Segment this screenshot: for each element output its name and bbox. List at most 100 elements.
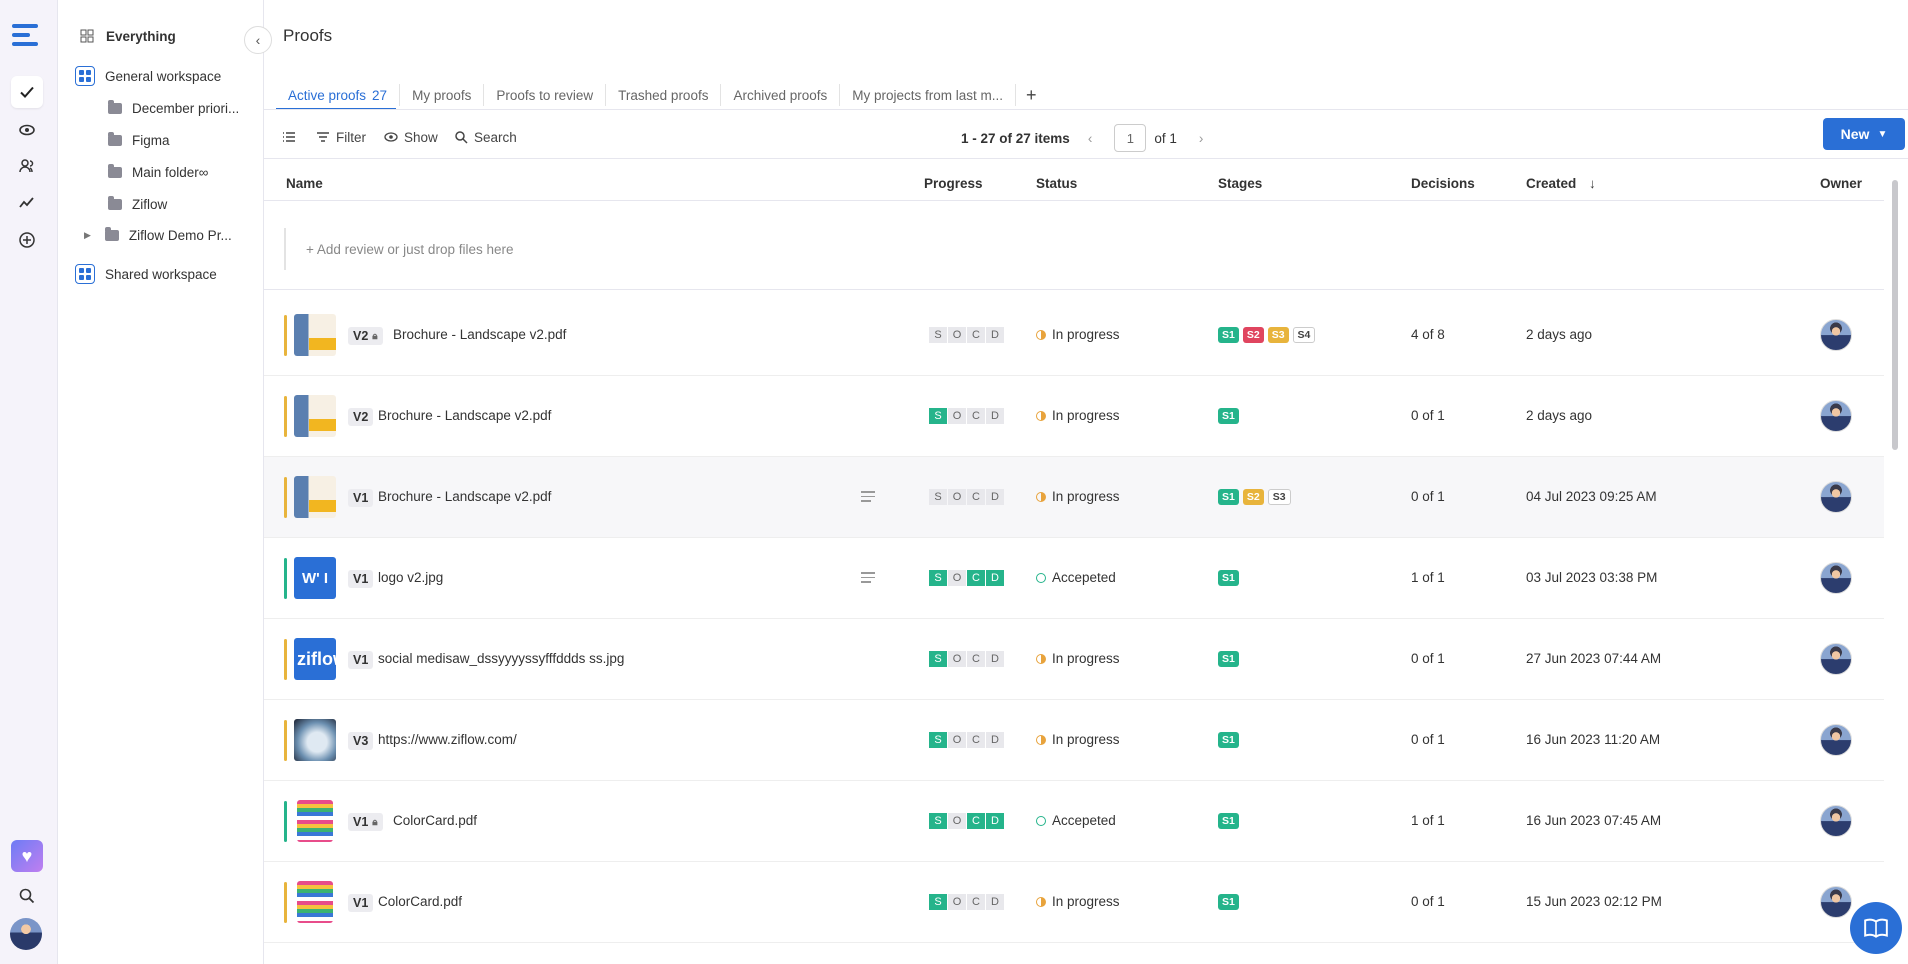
user-avatar[interactable] [10, 918, 42, 950]
column-progress[interactable]: Progress [924, 176, 983, 191]
expand-arrow-icon[interactable]: ▶ [84, 229, 91, 240]
column-status[interactable]: Status [1036, 176, 1078, 191]
stage-badge[interactable]: S1 [1218, 651, 1239, 667]
scrollbar-thumb[interactable] [1892, 180, 1898, 450]
column-stages[interactable]: Stages [1218, 176, 1263, 191]
stage-badge[interactable]: S1 [1218, 327, 1239, 343]
proof-name[interactable]: Brochure - Landscape v2.pdf [378, 408, 552, 423]
stage-badge[interactable]: S1 [1218, 813, 1239, 829]
owner-avatar[interactable] [1820, 643, 1852, 675]
proof-name[interactable]: Brochure - Landscape v2.pdf [378, 489, 552, 504]
add-circle-icon[interactable] [11, 224, 43, 256]
owner-avatar[interactable] [1820, 805, 1852, 837]
sidebar-item-folder-figma[interactable]: Figma [58, 127, 263, 153]
proof-name[interactable]: social medisaw_dssyyyyssyfffddds ss.jpg [378, 651, 625, 666]
comment-icon[interactable] [861, 572, 875, 584]
owner-avatar[interactable] [1820, 562, 1852, 594]
proof-name[interactable]: logo v2.jpg [378, 570, 444, 585]
reports-chart-icon[interactable] [11, 187, 43, 219]
heart-icon[interactable]: ♥ [11, 840, 43, 872]
sidebar-item-everything[interactable]: Everything [58, 23, 263, 49]
sidebar-item-folder-ziflow-demo[interactable]: ▶ Ziflow Demo Pr... [58, 222, 263, 248]
sort-desc-icon[interactable]: ↓ [1589, 176, 1596, 191]
column-decisions[interactable]: Decisions [1411, 176, 1475, 191]
help-book-icon[interactable] [1850, 902, 1902, 954]
page-input[interactable]: 1 [1114, 124, 1147, 152]
show-button[interactable]: Show [384, 126, 438, 148]
proof-thumbnail[interactable] [297, 881, 333, 923]
proof-thumbnail[interactable] [294, 395, 336, 437]
comment-icon[interactable] [861, 491, 875, 503]
tab-archived-proofs[interactable]: Archived proofs [721, 84, 841, 106]
stage-badge[interactable]: S2 [1242, 489, 1264, 505]
owner-avatar[interactable] [1820, 481, 1852, 513]
sidebar-item-general-workspace[interactable]: General workspace [58, 63, 263, 89]
tab-proofs-to-review[interactable]: Proofs to review [484, 84, 607, 106]
search-icon[interactable] [11, 880, 43, 912]
tab-my-proofs[interactable]: My proofs [400, 84, 485, 106]
proof-thumbnail[interactable] [294, 719, 336, 761]
owner-avatar[interactable] [1820, 400, 1852, 432]
sidebar-item-folder-ziflow[interactable]: Ziflow [58, 191, 263, 217]
sidebar-item-folder-december[interactable]: December priori... [58, 95, 263, 121]
search-button[interactable]: Search [454, 126, 517, 148]
list-view-button[interactable] [282, 126, 302, 148]
sidebar: Everything General workspace December pr… [58, 0, 264, 964]
tab-trashed-proofs[interactable]: Trashed proofs [606, 84, 722, 106]
proof-thumbnail[interactable]: W' I [294, 557, 336, 599]
proof-thumbnail[interactable] [297, 800, 333, 842]
new-button[interactable]: New ▼ [1823, 118, 1905, 150]
add-review-dropzone[interactable]: + Add review or just drop files here [284, 228, 1874, 270]
sidebar-item-folder-main[interactable]: Main folder∞ [58, 159, 263, 185]
ziflow-logo-icon[interactable] [12, 24, 42, 54]
column-name[interactable]: Name [286, 176, 323, 191]
proof-name[interactable]: https://www.ziflow.com/ [378, 732, 517, 747]
proof-thumbnail[interactable]: ziflow [294, 638, 336, 680]
proof-name[interactable]: ColorCard.pdf [378, 894, 463, 909]
stage-badge[interactable]: S4 [1292, 327, 1316, 343]
collapse-sidebar-button[interactable]: ‹ [244, 26, 272, 54]
version-badge: V1 [348, 651, 374, 669]
owner-avatar[interactable] [1820, 886, 1852, 918]
stage-badge[interactable]: S1 [1218, 570, 1239, 586]
tab-my-projects[interactable]: My projects from last m... [840, 84, 1017, 106]
tab-label: Active proofs [288, 87, 367, 103]
created-cell: 03 Jul 2023 03:38 PM [1526, 570, 1658, 585]
stage-badge[interactable]: S1 [1218, 489, 1239, 505]
add-tab-button[interactable]: + [1026, 84, 1037, 105]
owner-avatar[interactable] [1820, 724, 1852, 756]
stage-badge[interactable]: S1 [1218, 894, 1239, 910]
stage-badge[interactable]: S1 [1218, 732, 1239, 748]
stage-badge[interactable]: S3 [1267, 489, 1291, 505]
contacts-icon[interactable] [11, 150, 43, 182]
prev-page-icon[interactable]: ‹ [1087, 130, 1093, 146]
proof-thumbnail[interactable] [294, 476, 336, 518]
scrollbar[interactable] [1890, 168, 1900, 964]
filter-button[interactable]: Filter [316, 126, 366, 148]
tab-active-proofs[interactable]: Active proofs 27 [276, 84, 401, 106]
table-row[interactable]: ziflow V1 social medisaw_dssyyyyssyfffdd… [264, 619, 1884, 700]
stage-badge[interactable]: S3 [1267, 327, 1289, 343]
version-badge: V1 🔒︎ [348, 813, 383, 831]
sidebar-item-shared-workspace[interactable]: Shared workspace [58, 261, 263, 287]
stage-badge[interactable]: S2 [1242, 327, 1264, 343]
proof-thumbnail[interactable] [294, 314, 336, 356]
owner-avatar[interactable] [1820, 319, 1852, 351]
next-page-icon[interactable]: › [1198, 130, 1204, 146]
proof-name[interactable]: ColorCard.pdf [393, 813, 478, 828]
proofs-check-icon[interactable] [11, 76, 43, 108]
proof-name[interactable]: Brochure - Landscape v2.pdf [393, 327, 567, 342]
review-eye-icon[interactable] [11, 114, 43, 146]
column-created[interactable]: Created [1526, 176, 1577, 191]
stage-badge[interactable]: S1 [1218, 408, 1239, 424]
divider [264, 200, 1884, 201]
toolbar: Filter Show Search 1 - 27 of 27 items ‹ … [264, 118, 1908, 158]
column-owner[interactable]: Owner [1820, 176, 1863, 191]
